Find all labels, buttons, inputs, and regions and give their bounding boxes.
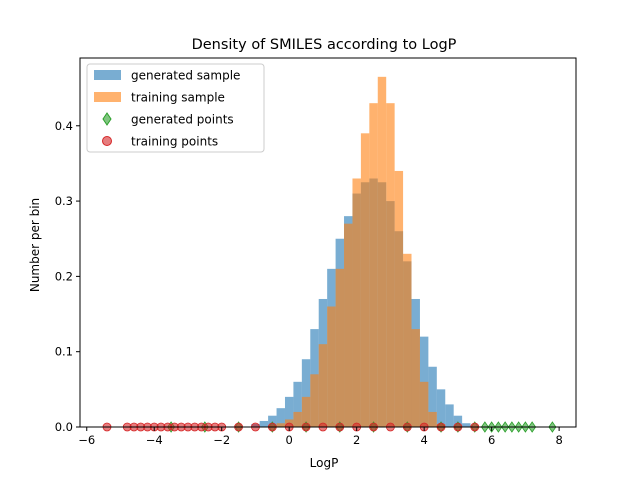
histogram-bar [419, 381, 429, 427]
series-1 [268, 76, 446, 428]
y-axis-label: Number per bin [28, 198, 42, 292]
y-tick-label: 0.2 [55, 269, 73, 283]
histogram-bar [403, 253, 412, 427]
histogram-bar [318, 344, 328, 427]
legend-item: training sample [94, 91, 225, 105]
legend-box [86, 63, 265, 153]
x-tick-label: −4 [146, 433, 163, 447]
axes-frame [79, 57, 577, 428]
histogram-bar [462, 423, 471, 427]
legend-label: training sample [131, 91, 225, 105]
x-tick-label: 6 [488, 433, 495, 447]
histogram-bar [301, 396, 311, 427]
y-tick-label: 0.1 [55, 345, 73, 359]
histogram-bar [327, 306, 336, 427]
legend-label: training points [131, 135, 218, 149]
histogram-bar [293, 381, 302, 427]
histogram-bar [301, 359, 311, 427]
histogram-bar [369, 103, 378, 428]
y-tick-label: 0.4 [55, 119, 73, 133]
histogram-bar [377, 76, 387, 427]
legend: generated sample training sample generated… [86, 63, 265, 153]
legend-item: generated sample [94, 69, 240, 83]
histogram-bar [386, 103, 395, 428]
histogram-bar [335, 268, 345, 427]
legend-label: generated sample [131, 69, 240, 83]
y-tick-label: 0.0 [55, 420, 73, 434]
x-tick-label: −6 [78, 433, 95, 447]
histogram-bar [344, 223, 353, 427]
histogram-bar [352, 178, 361, 427]
histogram-bar [284, 396, 294, 427]
histogram-bar [436, 389, 446, 427]
histogram-bar [428, 411, 437, 427]
axes: −6 −4 −2 0 2 4 6 8 0.0 0.1 0.2 0.3 0.4 [55, 57, 577, 447]
y-tick-label: 0.3 [55, 194, 73, 208]
x-tick-label: 4 [420, 433, 427, 447]
histogram-bar [310, 374, 319, 427]
x-axis-label: LogP [310, 456, 339, 470]
x-tick-label: 0 [286, 433, 293, 447]
legend-item: generated points [102, 112, 234, 127]
legend-marker [102, 136, 112, 146]
legend-item: training points [102, 135, 218, 149]
legend-label: generated points [131, 113, 234, 127]
histogram-bar [445, 404, 454, 427]
histogram-bar [293, 411, 302, 427]
legend-marker [102, 112, 112, 126]
histogram-bar [276, 408, 285, 427]
chart-title: Density of SMILES according to LogP [192, 37, 457, 53]
histogram-bar [360, 133, 370, 427]
histogram-bar [428, 366, 437, 427]
histogram-bar [411, 329, 420, 427]
legend-swatch [94, 70, 121, 80]
x-tick-label: 2 [353, 433, 360, 447]
histogram-bar [276, 423, 285, 427]
x-tick-label: −2 [213, 433, 230, 447]
plot-area [102, 76, 557, 433]
legend-swatch [94, 92, 121, 102]
histogram-bar [259, 420, 269, 427]
histogram-bar [394, 170, 404, 428]
x-tick-label: 8 [555, 433, 562, 447]
